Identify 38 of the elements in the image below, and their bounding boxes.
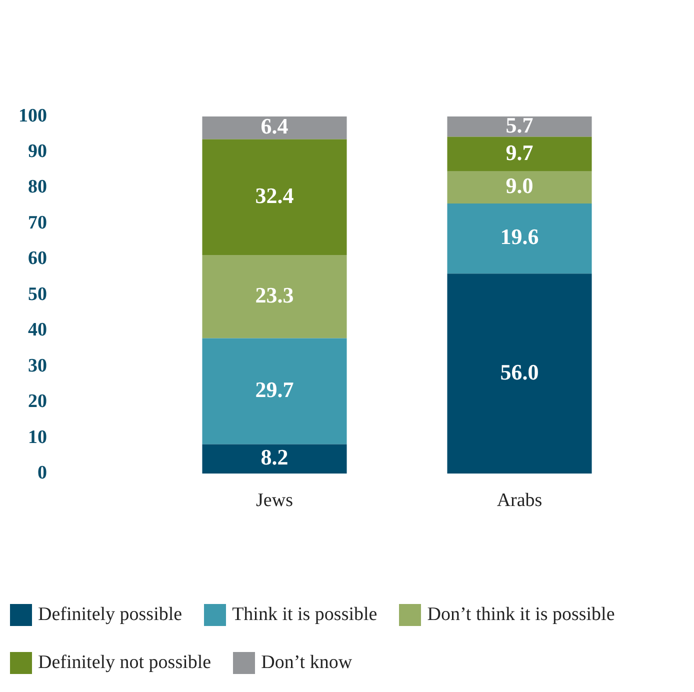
legend-label: Definitely possible [38,604,182,626]
y-tick-label: 90 [28,141,47,162]
y-tick-label: 0 [38,462,47,484]
data-label: 29.7 [255,376,294,402]
bar [447,274,592,474]
bar [447,171,592,204]
legend-label: Don’t think it is possible [427,604,615,626]
bar [447,136,592,172]
data-label: 8.2 [260,444,288,470]
legend-label: Think it is possible [232,604,378,626]
data-label: 5.7 [506,112,534,138]
bar [202,254,347,338]
bar [447,116,592,137]
y-tick-label: 80 [28,176,47,198]
x-tick-label: Jews [256,490,293,511]
data-label: 9.0 [506,173,534,198]
x-tick-label: Arabs [496,490,542,511]
y-tick-label: 10 [28,426,47,448]
legend-label: Don’t know [261,652,352,674]
bar [202,444,347,474]
y-tick-label: 40 [28,320,47,341]
bar [202,116,347,140]
data-label: 9.7 [506,140,534,165]
y-tick-label: 50 [28,284,47,305]
y-tick-label: 30 [28,355,47,376]
data-label: 56.0 [500,359,539,384]
bar [202,139,347,255]
y-tick-label: 20 [28,391,47,412]
bar [447,204,592,274]
data-label: 23.3 [255,282,294,308]
y-tick-label: 60 [28,248,47,270]
bar [202,338,347,444]
y-tick-label: 70 [28,212,47,234]
y-tick-label: 100 [18,105,47,126]
legend-label: Definitely not possible [38,652,212,674]
data-label: 6.4 [260,114,288,139]
data-label: 32.4 [255,182,294,208]
data-label: 19.6 [500,224,539,250]
